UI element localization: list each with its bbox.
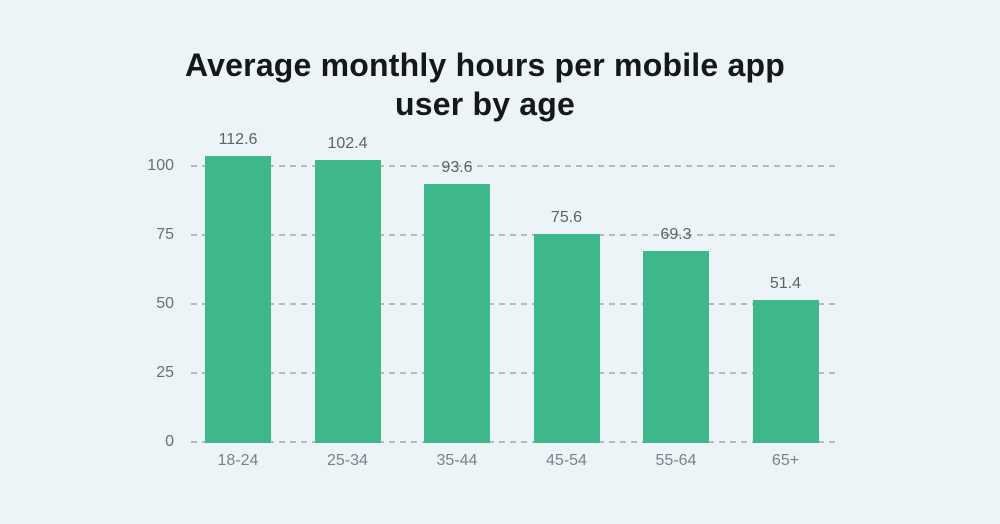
- value-label-45-54: 75.6: [550, 209, 583, 226]
- bar-25-34: [314, 160, 381, 443]
- gridline-25: [191, 372, 838, 375]
- x-axis-label-18-24: 18-24: [217, 452, 259, 469]
- bar-65+: [752, 300, 819, 443]
- y-tick-label-100: 100: [147, 157, 174, 175]
- y-tick-label-50: 50: [156, 295, 174, 313]
- x-axis-label-25-34: 25-34: [327, 452, 368, 469]
- chart-title-line-1: Average monthly hours per mobile app: [185, 47, 785, 83]
- y-tick-label-0: 0: [165, 433, 174, 450]
- x-axis-label-45-54: 45-54: [546, 452, 587, 469]
- chart-title: Average monthly hours per mobile app use…: [15, 46, 955, 124]
- value-label-55-64: 69.3: [660, 226, 692, 243]
- y-tick-label-75: 75: [156, 226, 174, 244]
- bar-18-24: [205, 156, 271, 443]
- value-label-65+: 51.4: [769, 275, 802, 292]
- gridline-100: [191, 165, 838, 168]
- value-label-25-34: 102.4: [327, 135, 368, 152]
- x-axis-label-55-64: 55-64: [655, 452, 697, 469]
- bar-45-54: [533, 234, 600, 443]
- value-label-35-44: 93.6: [441, 159, 473, 176]
- gridline-50: [191, 303, 838, 306]
- y-tick-label-25: 25: [156, 364, 174, 382]
- value-label-18-24: 112.6: [218, 131, 258, 148]
- x-axis-label-35-44: 35-44: [436, 452, 478, 469]
- gridline-75: [191, 234, 838, 237]
- gridline-0: [191, 441, 838, 443]
- chart-title-line-2: user by age: [394, 86, 576, 122]
- bar-55-64: [643, 251, 709, 443]
- x-axis-label-65+: 65+: [771, 452, 800, 469]
- bar-35-44: [424, 184, 490, 443]
